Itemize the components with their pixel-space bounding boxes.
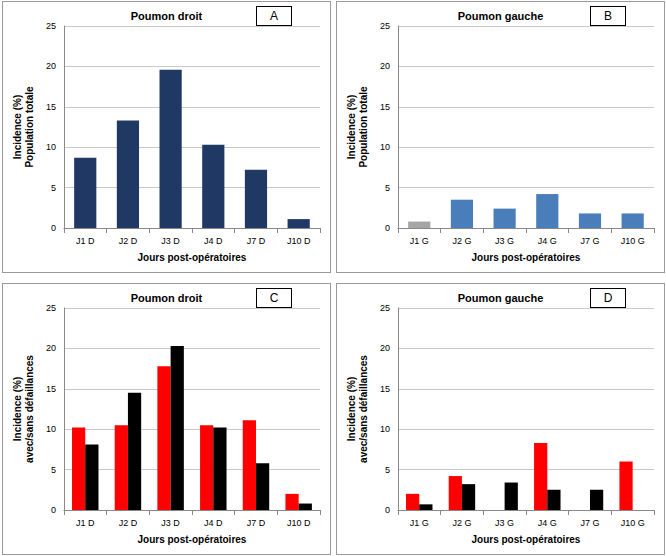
svg-text:Poumon droit: Poumon droit	[131, 292, 203, 304]
svg-text:J7 G: J7 G	[580, 518, 599, 528]
svg-text:5: 5	[51, 183, 56, 193]
svg-text:0: 0	[51, 505, 56, 515]
svg-text:20: 20	[380, 61, 390, 71]
svg-text:Population totale: Population totale	[24, 86, 35, 168]
svg-text:10: 10	[46, 142, 56, 152]
svg-text:J1 G: J1 G	[410, 518, 429, 528]
svg-text:J7 D: J7 D	[247, 518, 266, 528]
svg-text:Poumon gauche: Poumon gauche	[458, 292, 544, 304]
svg-text:J10 D: J10 D	[287, 518, 311, 528]
svg-text:J3 D: J3 D	[161, 518, 180, 528]
svg-text:avec/sans défaillances: avec/sans défaillances	[358, 355, 369, 463]
svg-text:5: 5	[385, 183, 390, 193]
svg-text:15: 15	[46, 384, 56, 394]
svg-text:25: 25	[380, 21, 390, 31]
svg-text:J10 G: J10 G	[621, 236, 645, 246]
svg-text:0: 0	[385, 223, 390, 233]
html-text:A: A	[270, 9, 278, 23]
svg-text:10: 10	[380, 142, 390, 152]
svg-text:J2 G: J2 G	[452, 236, 471, 246]
svg-text:J2 D: J2 D	[119, 236, 138, 246]
svg-text:10: 10	[380, 424, 390, 434]
svg-text:Jours post-opératoires: Jours post-opératoires	[471, 534, 580, 545]
svg-text:Incidence (%): Incidence (%)	[346, 95, 357, 159]
svg-text:J3 G: J3 G	[495, 518, 514, 528]
html-text:B: B	[604, 9, 612, 23]
svg-text:0: 0	[51, 223, 56, 233]
svg-text:Jours post-opératoires: Jours post-opératoires	[137, 534, 246, 545]
svg-text:J1 G: J1 G	[410, 236, 429, 246]
html-text:D: D	[603, 291, 613, 305]
svg-text:15: 15	[46, 102, 56, 112]
svg-text:Jours post-opératoires: Jours post-opératoires	[471, 252, 580, 263]
svg-text:J1 D: J1 D	[76, 236, 95, 246]
svg-text:15: 15	[380, 384, 390, 394]
svg-text:avec/sans défaillances: avec/sans défaillances	[24, 355, 35, 463]
svg-text:25: 25	[380, 303, 390, 313]
svg-text:J4 D: J4 D	[204, 518, 223, 528]
svg-text:Incidence (%): Incidence (%)	[12, 95, 23, 159]
svg-text:20: 20	[380, 343, 390, 353]
svg-text:Incidence (%): Incidence (%)	[346, 377, 357, 441]
svg-text:J1 D: J1 D	[76, 518, 95, 528]
svg-text:20: 20	[46, 61, 56, 71]
svg-text:0: 0	[385, 505, 390, 515]
svg-text:J10 D: J10 D	[287, 236, 311, 246]
svg-text:25: 25	[46, 303, 56, 313]
svg-text:J3 G: J3 G	[495, 236, 514, 246]
svg-text:Jours post-opératoires: Jours post-opératoires	[137, 252, 246, 263]
svg-text:J4 D: J4 D	[204, 236, 223, 246]
svg-text:25: 25	[46, 21, 56, 31]
svg-text:20: 20	[46, 343, 56, 353]
svg-text:Population totale: Population totale	[358, 86, 369, 168]
svg-text:J7 D: J7 D	[247, 236, 266, 246]
svg-text:J2 G: J2 G	[452, 518, 471, 528]
svg-text:J4 G: J4 G	[538, 236, 557, 246]
svg-text:10: 10	[46, 424, 56, 434]
svg-text:J3 D: J3 D	[161, 236, 180, 246]
svg-text:J7 G: J7 G	[580, 236, 599, 246]
svg-text:J4 G: J4 G	[538, 518, 557, 528]
svg-text:5: 5	[385, 465, 390, 475]
html-text:C: C	[269, 291, 279, 305]
svg-text:J10 G: J10 G	[621, 518, 645, 528]
svg-text:Incidence (%): Incidence (%)	[12, 377, 23, 441]
svg-text:5: 5	[51, 465, 56, 475]
svg-text:15: 15	[380, 102, 390, 112]
svg-text:Poumon droit: Poumon droit	[131, 10, 203, 22]
svg-text:Poumon gauche: Poumon gauche	[458, 10, 544, 22]
svg-text:J2 D: J2 D	[119, 518, 138, 528]
